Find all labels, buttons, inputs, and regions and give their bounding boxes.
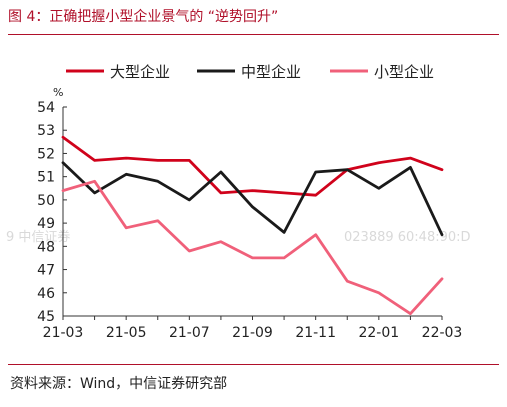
series-line-1 — [61, 135, 444, 197]
watermark: 9 中信证券 023889 60:48:90:D — [6, 229, 471, 245]
series-line-3 — [61, 179, 444, 316]
y-tick-label: 50 — [37, 193, 55, 209]
y-tick-label: 47 — [37, 263, 55, 279]
y-tick-label: 53 — [37, 123, 55, 139]
y-tick-label: 46 — [37, 286, 55, 302]
y-tick-label: 51 — [37, 170, 55, 186]
y-tick-label: 48 — [37, 239, 55, 255]
x-tick-label: 22-01 — [358, 325, 399, 341]
source-rule — [8, 364, 499, 365]
series-line-2 — [61, 161, 444, 237]
figure-title: 图 4：正确把握小型企业景气的 “逆势回升” — [8, 9, 279, 25]
series-lines — [61, 135, 444, 316]
x-tick-label: 21-09 — [232, 325, 273, 341]
y-tick-label: 45 — [37, 309, 55, 325]
y-tick-label: 49 — [37, 216, 55, 232]
y-tick-label: 54 — [37, 100, 55, 116]
title-rule — [8, 34, 499, 35]
legend-label-1: 大型企业 — [110, 63, 170, 81]
y-tick-label: 52 — [37, 146, 55, 162]
watermark-right: 023889 60:48:90:D — [344, 230, 471, 245]
axes: 45 46 47 48 49 50 51 52 53 54% 21-03 21-05 21-07 21-0… — [37, 86, 462, 341]
legend-label-3: 小型企业 — [374, 63, 434, 81]
watermark-left: 9 中信证券 — [6, 229, 70, 245]
legend: 大型企业 中型企业 小型企业 — [66, 63, 434, 81]
y-unit-label: % — [53, 86, 63, 99]
x-tick-label: 21-03 — [43, 325, 84, 341]
x-tick-label: 21-05 — [106, 325, 147, 341]
x-tick-label: 22-03 — [422, 325, 463, 341]
x-tick-label: 21-07 — [169, 325, 210, 341]
source-note: 资料来源：Wind，中信证券研究部 — [10, 376, 228, 392]
x-tick-label: 21-11 — [295, 325, 336, 341]
legend-label-2: 中型企业 — [241, 63, 301, 81]
